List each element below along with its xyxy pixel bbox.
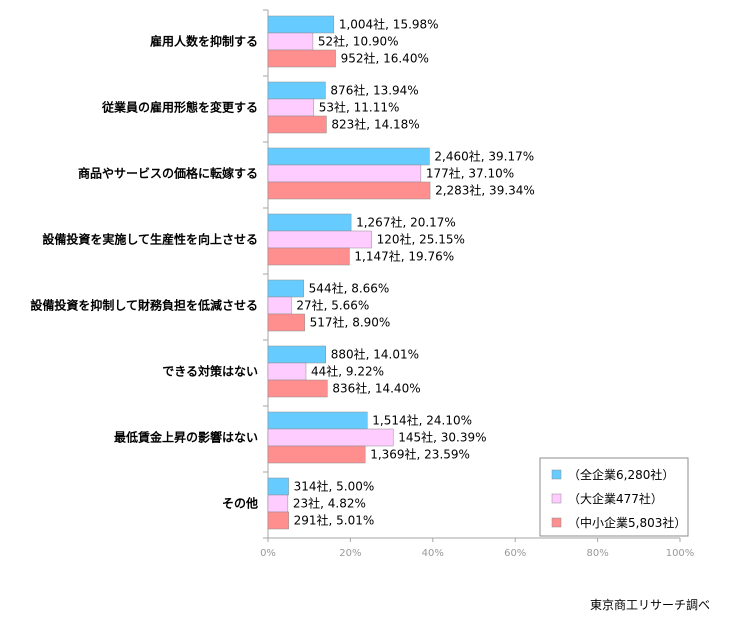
bar: [267, 379, 328, 398]
data-label: 876社, 13.94%: [330, 83, 418, 98]
bar: [267, 279, 304, 298]
category-label: 商品やサービスの価格に転嫁する: [78, 166, 258, 181]
x-tick-label: 80%: [586, 548, 608, 559]
data-label: 44社, 9.22%: [311, 364, 384, 379]
data-label: 145社, 30.39%: [398, 430, 486, 445]
legend-swatch: [551, 469, 562, 480]
bar: [267, 49, 336, 68]
bar: [267, 313, 305, 332]
category-label: 雇用人数を抑制する: [150, 34, 258, 49]
data-label: 517社, 8.90%: [310, 315, 391, 330]
bar: [267, 164, 422, 183]
chart-legend: （全企業6,280社） （大企業477社） （中小企業5,803社）: [539, 457, 689, 537]
bar: [267, 428, 394, 447]
legend-swatch: [551, 493, 562, 504]
data-label: 314社, 5.00%: [294, 479, 375, 494]
x-tick-label: 0%: [260, 548, 276, 559]
category-label: 設備投資を抑制して財務負担を低減させる: [30, 298, 258, 313]
category-labels: 雇用人数を抑制する従業員の雇用形態を変更する商品やサービスの価格に転嫁する設備投…: [30, 34, 258, 511]
bar: [267, 247, 350, 266]
data-label: 952社, 16.40%: [341, 51, 429, 66]
bar: [267, 296, 292, 315]
data-label: 1,514社, 24.10%: [372, 413, 472, 428]
bar: [267, 147, 430, 166]
bar: [267, 411, 368, 430]
bar: [267, 32, 314, 51]
data-label: 880社, 14.01%: [331, 347, 419, 362]
data-label: 2,283社, 39.34%: [435, 183, 535, 198]
category-label: 設備投資を実施して生産性を向上させる: [42, 232, 258, 247]
bar: [267, 15, 335, 34]
data-label: 53社, 11.11%: [319, 100, 400, 115]
category-label: 従業員の雇用形態を変更する: [101, 100, 258, 115]
bar: [267, 230, 372, 249]
legend-entry: （全企業6,280社）: [568, 467, 674, 482]
data-label: 1,004社, 15.98%: [339, 17, 439, 32]
bar: [267, 181, 431, 200]
bar: [267, 98, 315, 117]
x-tick-label: 60%: [504, 548, 526, 559]
x-tick-label: 20%: [339, 548, 361, 559]
data-label: 836社, 14.40%: [332, 381, 420, 396]
bar: [267, 477, 289, 496]
bar: [267, 81, 326, 100]
bar: [267, 115, 327, 134]
data-label: 2,460社, 39.17%: [434, 149, 534, 164]
data-label: 1,369社, 23.59%: [370, 447, 470, 462]
x-tick-label: 100%: [666, 548, 695, 559]
data-label: 544社, 8.66%: [309, 281, 390, 296]
data-labels: 1,004社, 15.98% 52社, 10.90% 952社, 16.40% 876…: [293, 17, 535, 528]
data-label: 823社, 14.18%: [331, 117, 419, 132]
bar: [267, 213, 352, 232]
data-label: 52社, 10.90%: [318, 34, 399, 49]
source-note: 東京商工リサーチ調べ: [589, 598, 710, 612]
bar: [267, 345, 326, 364]
data-label: 177社, 37.10%: [426, 166, 514, 181]
chart-bars: [267, 15, 431, 530]
bar: [267, 511, 289, 530]
data-label: 291社, 5.01%: [294, 513, 375, 528]
bar: [267, 494, 289, 513]
legend-swatch: [551, 517, 562, 528]
data-label: 27社, 5.66%: [296, 298, 369, 313]
bar: [267, 362, 307, 381]
data-label: 120社, 25.15%: [377, 232, 465, 247]
x-tick-label: 40%: [422, 548, 444, 559]
data-label: 1,267社, 20.17%: [356, 215, 456, 230]
bar: [267, 445, 366, 464]
legend-box: [539, 457, 689, 537]
legend-entry: （中小企業5,803社）: [568, 515, 686, 530]
legend-entry: （大企業477社）: [568, 491, 663, 506]
data-label: 23社, 4.82%: [293, 496, 366, 511]
x-tick-labels: 0% 20% 40% 60% 80% 100%: [260, 548, 694, 559]
category-label: できる対策はない: [162, 364, 258, 379]
data-label: 1,147社, 19.76%: [354, 249, 454, 264]
category-label: その他: [222, 496, 258, 511]
category-label: 最低賃金上昇の影響はない: [114, 430, 258, 445]
